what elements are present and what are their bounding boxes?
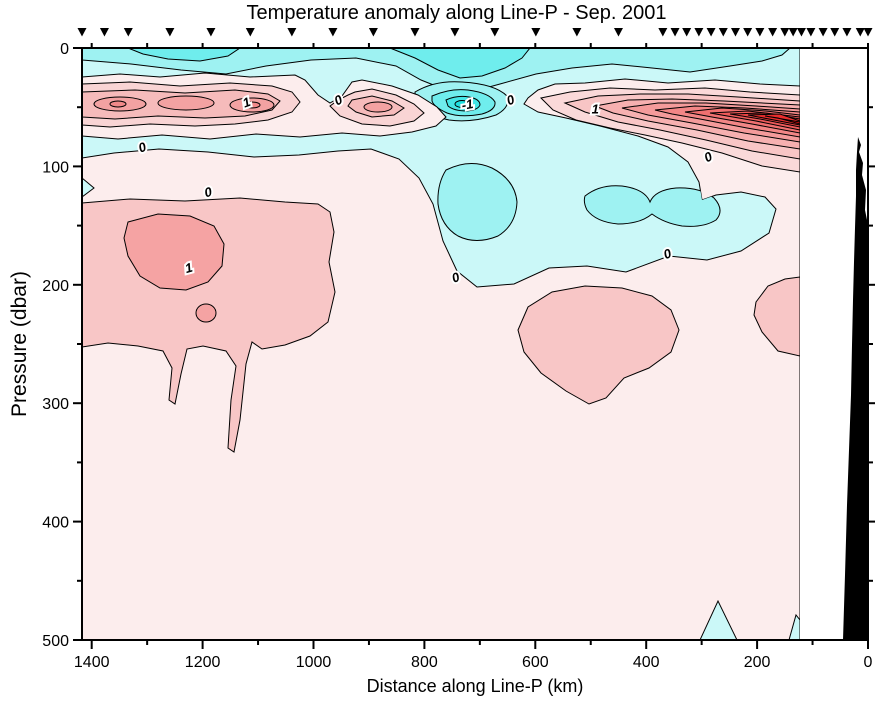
station-marker — [796, 28, 806, 37]
warm-patch-right-edge — [753, 276, 800, 357]
deep-warm-blob-right — [517, 285, 680, 405]
deep-warm-dot — [195, 303, 217, 323]
bathymetry-wedge — [843, 137, 868, 640]
coastal-tongue-core — [764, 115, 800, 125]
deep-warm-core-left — [123, 213, 225, 291]
x-axis-title: Distance along Line-P (km) — [366, 676, 584, 696]
station-marker — [99, 28, 109, 37]
warm-band-hotdot-1 — [109, 100, 127, 108]
cold-eddy-center — [454, 100, 470, 108]
station-marker — [450, 28, 460, 37]
y-tick-label: 500 — [42, 633, 69, 650]
y-tick-label: 100 — [42, 159, 69, 176]
left-edge-cold-wisp — [82, 177, 95, 198]
station-marker — [706, 28, 716, 37]
station-marker — [743, 28, 753, 37]
x-tick-label: 1000 — [296, 654, 332, 671]
station-marker — [490, 28, 500, 37]
y-tick-label: 0 — [60, 41, 69, 58]
middepth-cold-core-a — [437, 163, 518, 241]
station-marker — [613, 28, 623, 37]
station-marker — [572, 28, 582, 37]
station-marker — [410, 28, 420, 37]
station-marker — [694, 28, 704, 37]
station-marker — [718, 28, 728, 37]
x-tick-label: 800 — [411, 654, 438, 671]
warm-band-hotdot-2 — [243, 101, 261, 109]
station-marker — [123, 28, 133, 37]
station-marker — [670, 28, 680, 37]
station-marker — [245, 28, 255, 37]
contour-field — [82, 48, 800, 640]
station-marker — [830, 28, 840, 37]
x-tick-label: 400 — [633, 654, 660, 671]
coastal-tongue-ring-9 — [747, 113, 800, 126]
station-marker — [768, 28, 778, 37]
station-marker — [287, 28, 297, 37]
x-tick-label: 600 — [522, 654, 549, 671]
station-marker — [863, 28, 873, 37]
x-tick-label: 1400 — [74, 654, 110, 671]
y-tick-label: 200 — [42, 278, 69, 295]
station-marker — [77, 28, 87, 37]
station-marker — [165, 28, 175, 37]
surface-cold-core-left — [127, 48, 242, 62]
station-marker — [755, 28, 765, 37]
bottom-cold-sliver — [788, 613, 800, 640]
station-marker — [730, 28, 740, 37]
station-marker — [658, 28, 668, 37]
station-marker — [682, 28, 692, 37]
contour-label: -1 — [460, 96, 474, 113]
y-tick-label: 400 — [42, 515, 69, 532]
axis-ticks — [73, 43, 875, 649]
station-marker — [788, 28, 798, 37]
station-marker — [818, 28, 828, 37]
warm-band-core-2 — [157, 95, 215, 111]
y-axis-title: Pressure (dbar) — [8, 271, 31, 417]
axis-tick-labels: 1400 1200 1000 800 600 400 200 0 0 100 200 300 400 50… — [42, 41, 872, 671]
station-marker — [206, 28, 216, 37]
contour-label: 1 — [592, 102, 599, 117]
station-marker — [842, 28, 852, 37]
station-marker — [368, 28, 378, 37]
x-tick-label: 1200 — [185, 654, 221, 671]
station-marker — [806, 28, 816, 37]
station-marker — [780, 28, 790, 37]
chart-title: Temperature anomaly along Line-P - Sep. … — [246, 2, 667, 24]
x-tick-label: 200 — [744, 654, 771, 671]
bottom-cold-triangle — [699, 599, 738, 640]
middepth-cold-core-b — [583, 185, 721, 227]
station-marker — [855, 28, 865, 37]
surface-cold-core-mid — [389, 48, 532, 79]
x-tick-label: 0 — [864, 654, 873, 671]
y-tick-label: 300 — [42, 396, 69, 413]
warm-band-core-4 — [363, 101, 393, 113]
station-markers — [77, 28, 873, 37]
station-marker — [531, 28, 541, 37]
station-marker — [328, 28, 338, 37]
